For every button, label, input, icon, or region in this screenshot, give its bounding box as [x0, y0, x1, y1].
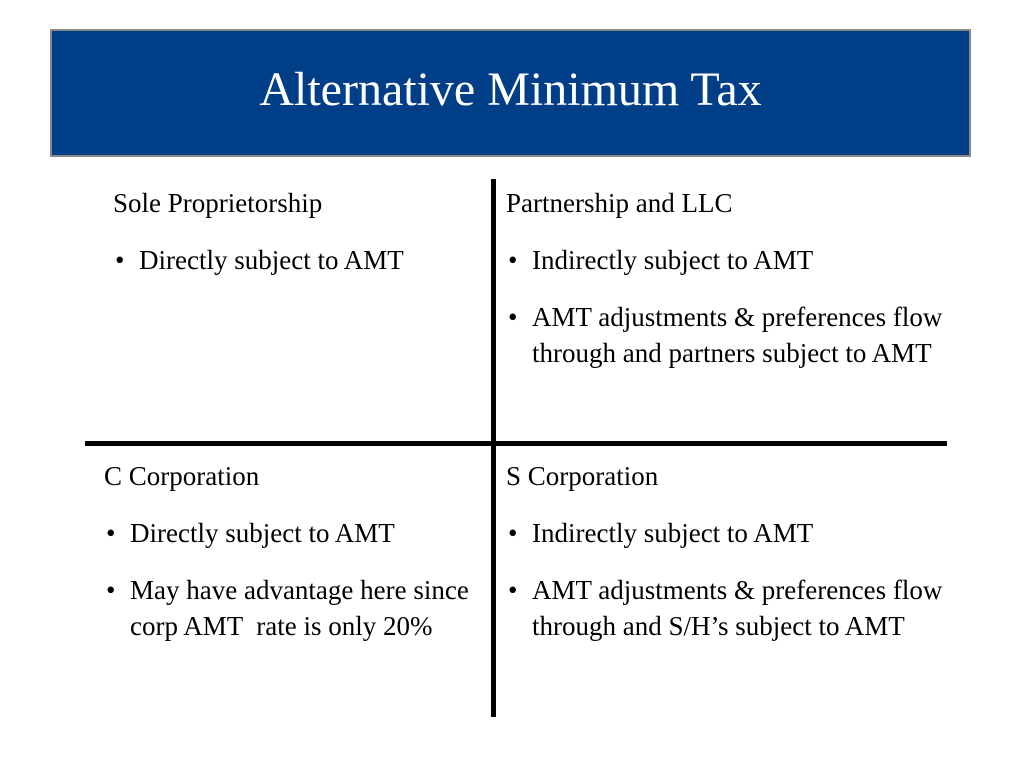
bullet-icon: •: [508, 302, 518, 332]
bullet-item: • Indirectly subject to AMT: [506, 242, 946, 278]
quadrant-heading: S Corporation: [506, 461, 659, 491]
bullet-item: • Directly subject to AMT: [113, 242, 483, 278]
bullet-item: • AMT adjustments & preferences flow thr…: [506, 299, 946, 371]
bullet-item: • AMT adjustments & preferences flow thr…: [506, 572, 946, 644]
bullet-item: • Indirectly subject to AMT: [506, 515, 946, 551]
bullet-text: AMT adjustments & preferences flow throu…: [532, 575, 943, 641]
bullet-list: • Indirectly subject to AMT • AMT adjust…: [506, 242, 946, 371]
bullet-list: • Directly subject to AMT: [113, 242, 483, 278]
bullet-icon: •: [106, 518, 116, 548]
horizontal-divider: [85, 441, 947, 446]
quadrant-c-corporation: C Corporation • Directly subject to AMT …: [104, 458, 489, 665]
bullet-icon: •: [115, 245, 125, 275]
quadrant-heading: C Corporation: [104, 461, 260, 491]
bullet-icon: •: [508, 518, 518, 548]
bullet-item: • May have advantage here since corp AMT…: [104, 572, 489, 644]
bullet-item: • Directly subject to AMT: [104, 515, 489, 551]
slide-title: Alternative Minimum Tax: [259, 63, 762, 116]
quadrant-heading: Sole Proprietorship: [113, 188, 323, 218]
bullet-text: Directly subject to AMT: [130, 518, 395, 548]
bullet-icon: •: [106, 575, 116, 605]
quadrant-s-corporation: S Corporation • Indirectly subject to AM…: [506, 458, 946, 665]
quadrant-partnership-llc: Partnership and LLC • Indirectly subject…: [506, 185, 946, 392]
bullet-text: Directly subject to AMT: [139, 245, 404, 275]
bullet-list: • Directly subject to AMT • May have adv…: [104, 515, 489, 644]
bullet-icon: •: [508, 575, 518, 605]
bullet-list: • Indirectly subject to AMT • AMT adjust…: [506, 515, 946, 644]
vertical-divider: [491, 179, 496, 717]
title-bar: Alternative Minimum Tax: [50, 29, 971, 157]
bullet-text: AMT adjustments & preferences flow throu…: [532, 302, 943, 368]
bullet-icon: •: [508, 245, 518, 275]
bullet-text: May have advantage here since corp AMT r…: [130, 575, 476, 641]
quadrant-heading: Partnership and LLC: [506, 188, 733, 218]
bullet-text: Indirectly subject to AMT: [532, 245, 814, 275]
quadrant-sole-proprietorship: Sole Proprietorship • Directly subject t…: [113, 185, 483, 299]
bullet-text: Indirectly subject to AMT: [532, 518, 814, 548]
